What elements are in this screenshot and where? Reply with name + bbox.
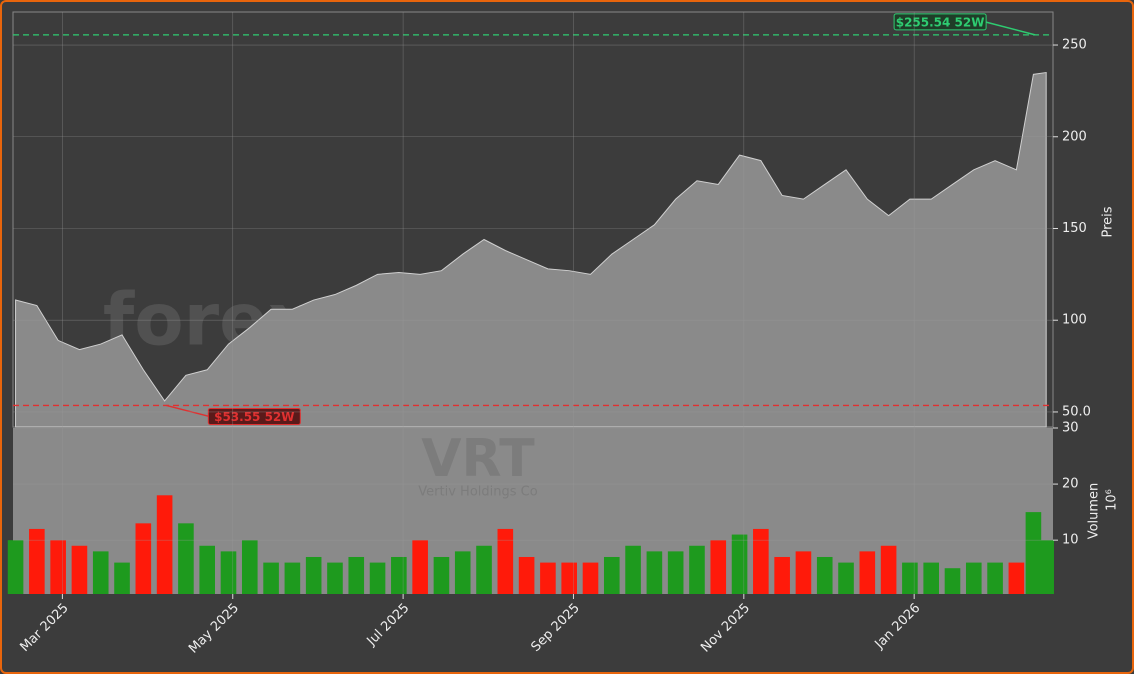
volume-bar [965, 562, 982, 594]
volume-bar [178, 523, 194, 594]
x-tick-label: May 2025 [186, 601, 242, 657]
y-tick-label: 20 [1062, 477, 1079, 492]
y-axis-unit: 10⁶ [1105, 489, 1120, 511]
volume-bar [284, 562, 301, 594]
volume-bar [731, 534, 748, 594]
volume-bar [774, 556, 790, 594]
x-tick-label: Mar 2025 [17, 601, 71, 655]
price-area [15, 71, 1047, 428]
volume-bar [29, 528, 45, 594]
y-tick-label: 250 [1062, 38, 1087, 53]
volume-bar [667, 551, 684, 594]
volume-bar [50, 540, 66, 594]
volume-bar [689, 545, 705, 594]
volume-bar [923, 562, 939, 594]
volume-bar [561, 562, 577, 594]
volume-bar [816, 556, 833, 594]
volume-bar [795, 551, 812, 594]
y-tick-label: 30 [1062, 421, 1079, 436]
y-tick-label: 10 [1062, 533, 1079, 548]
volume-bar [646, 551, 663, 594]
volume-bar [305, 556, 322, 594]
volume-bar [987, 562, 1003, 594]
volume-bar [944, 568, 961, 594]
volume-bar [71, 545, 88, 594]
volume-bar [497, 528, 514, 594]
volume-bar [263, 562, 279, 594]
volume-bar [156, 495, 173, 594]
y-tick-label: 200 [1062, 129, 1087, 144]
volume-bar [391, 556, 407, 594]
y-axis-label: Preis [1101, 206, 1116, 237]
y-tick-label: 150 [1062, 221, 1087, 236]
volume-bar [220, 551, 237, 594]
volume-bar [753, 528, 769, 594]
volume-bar [92, 551, 109, 594]
volume-bar [476, 545, 492, 594]
volume-bar [199, 545, 216, 594]
annotation-box [893, 13, 987, 31]
volume-bar [582, 562, 599, 594]
volume-bar [880, 545, 897, 594]
x-tick-label: Jul 2025 [364, 601, 413, 650]
volume-bar [540, 562, 556, 594]
annotation-arrow [984, 21, 1036, 36]
annotation-label: $255.54 52W [896, 15, 985, 29]
annotation-box [207, 407, 301, 425]
volume-bar [433, 556, 450, 594]
volume-bar [838, 562, 854, 594]
y-tick-label: 50.0 [1062, 404, 1091, 419]
x-tick-label: Jan 2026 [872, 601, 924, 653]
y-tick-label: 100 [1062, 313, 1087, 328]
x-tick-label: Sep 2025 [529, 601, 583, 655]
volume-bar [1025, 512, 1042, 594]
watermark-sub: Vertiv Holdings Co [418, 485, 537, 500]
volume-bar [625, 545, 641, 594]
volume-bar [348, 556, 365, 594]
volume-bar [1008, 562, 1025, 594]
volume-bar [902, 562, 918, 594]
annotation-arrow [166, 404, 210, 418]
volume-bar [603, 556, 620, 594]
volume-bar [7, 540, 24, 594]
volume-bar [241, 540, 258, 594]
volume-bar [412, 540, 428, 594]
volume-bar [135, 523, 152, 594]
annotation-label: $53.55 52W [214, 410, 294, 424]
x-tick-label: Nov 2025 [698, 601, 753, 656]
volume-bar [1038, 540, 1054, 594]
volume-bar [454, 551, 471, 594]
volume-bar [369, 562, 386, 594]
volume-bar [327, 562, 343, 594]
y-axis-label: Volumen [1087, 483, 1102, 540]
volume-bar [859, 551, 876, 594]
watermark: VRT [421, 429, 535, 489]
volume-bar [114, 562, 130, 594]
volume-bar [710, 540, 727, 594]
volume-bar [518, 556, 535, 594]
